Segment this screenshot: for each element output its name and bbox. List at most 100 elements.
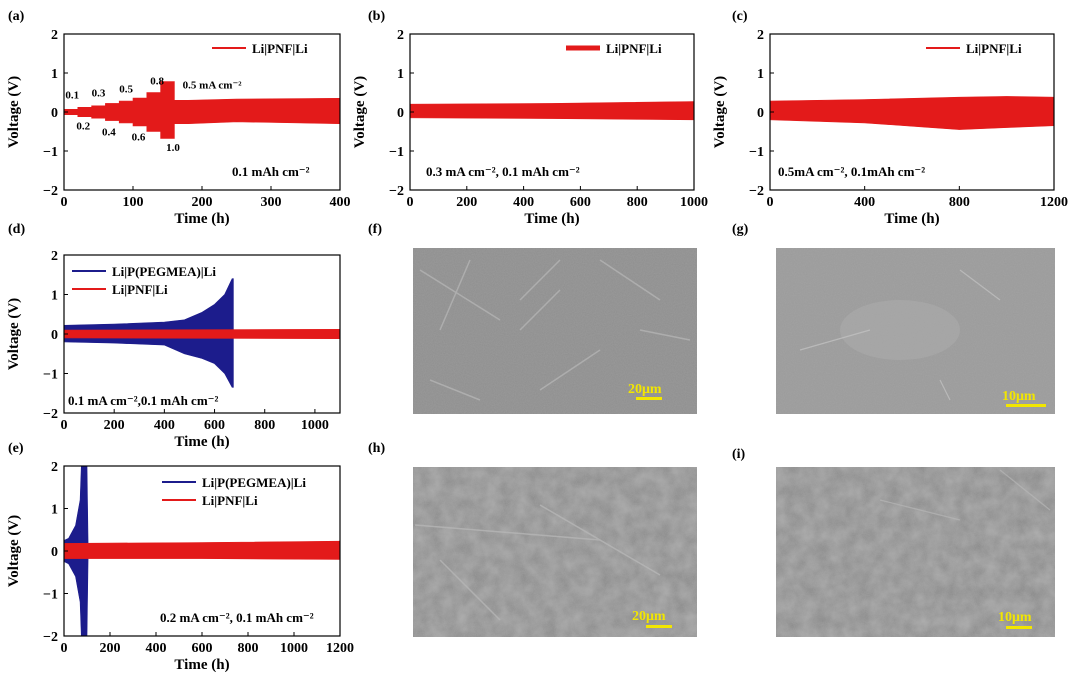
x-axis-label-b: Time (h) [524, 211, 579, 227]
x-tick-label-b-0: 0 [407, 195, 414, 210]
panel-label-e: (e) [8, 441, 24, 456]
y-axis-label-e: Voltage (V) [6, 515, 22, 587]
x-axis-label-a: Time (h) [174, 211, 229, 227]
x-tick-label-a-4: 400 [330, 195, 351, 210]
series-a-0 [64, 81, 340, 139]
x-tick-label-b-1: 200 [456, 195, 477, 210]
sem-highlight-g [840, 300, 960, 360]
x-tick-label-c-0: 0 [767, 195, 774, 210]
x-tick-label-c-2: 800 [949, 195, 970, 210]
sem-panel-f: (f) 20μm [368, 222, 697, 414]
scale-bar-label-i: 10μm [998, 610, 1032, 625]
x-tick-label-e-0: 0 [61, 641, 68, 656]
series-d-1 [64, 328, 340, 340]
panel-label-b: (b) [368, 9, 385, 24]
sem-panel-i: (i) 10μm [732, 447, 1055, 637]
y-tick-label-d-3: 1 [51, 289, 58, 304]
sem-texture-g [776, 248, 1055, 414]
condition-label-d: 0.1 mA cm⁻²,0.1 mAh cm⁻² [68, 393, 219, 408]
panel-label-c: (c) [732, 9, 748, 24]
y-tick-label-b-0: −2 [389, 184, 404, 199]
y-axis-label-c: Voltage (V) [712, 76, 728, 148]
scale-bar-f [636, 397, 662, 400]
x-tick-label-d-3: 600 [204, 418, 225, 433]
x-tick-label-a-0: 0 [61, 195, 68, 210]
chart-panel-c: (c) 0 400 800 1200 −2 −1 0 1 2 Time (h) Voltage (V)… [712, 9, 1068, 227]
condition-label-b: 0.3 mA cm⁻², 0.1 mAh cm⁻² [426, 164, 580, 179]
y-axis-label-a: Voltage (V) [6, 76, 22, 148]
x-tick-label-b-2: 400 [513, 195, 534, 210]
y-tick-label-a-2: 0 [51, 106, 58, 121]
annotation-a-8: 1.0 [166, 142, 180, 154]
y-tick-label-a-1: −1 [43, 145, 58, 160]
y-tick-label-b-4: 2 [397, 28, 404, 43]
x-tick-label-d-1: 200 [104, 418, 125, 433]
y-tick-label-e-4: 2 [51, 460, 58, 475]
panel-label-d: (d) [8, 222, 25, 237]
y-tick-label-a-3: 1 [51, 67, 58, 82]
x-tick-label-b-3: 600 [570, 195, 591, 210]
chart-panel-e: (e) 0 200 400 600 800 1000 1200 −2 −1 0 1 2 Time (h) V… [6, 441, 354, 673]
legend-label-b-0: Li|PNF|Li [606, 41, 662, 56]
series-c-0 [770, 96, 1054, 130]
y-tick-label-c-4: 2 [757, 28, 764, 43]
x-axis-label-e: Time (h) [174, 657, 229, 673]
annotation-a-4: 0.5 mA cm⁻² [183, 80, 243, 92]
scale-bar-label-f: 20μm [628, 382, 662, 397]
y-tick-label-e-0: −2 [43, 630, 58, 645]
x-tick-label-b-5: 1000 [680, 195, 708, 210]
sem-texture-i [776, 467, 1055, 637]
series-group-a [64, 81, 340, 139]
x-tick-label-a-1: 100 [123, 195, 144, 210]
sem-fibers-h [414, 504, 661, 621]
y-tick-label-c-0: −2 [749, 184, 764, 199]
sem-panel-h: (h) 20μm [368, 441, 697, 637]
y-tick-label-b-2: 0 [397, 106, 404, 121]
legend-label-e-0: Li|P(PEGMEA)|Li [202, 475, 306, 490]
x-tick-label-d-2: 400 [154, 418, 175, 433]
legend-label-a-0: Li|PNF|Li [252, 41, 308, 56]
sem-texture-f [413, 248, 697, 414]
x-tick-label-d-4: 800 [254, 418, 275, 433]
x-tick-label-a-3: 300 [261, 195, 282, 210]
series-e-1 [64, 540, 340, 560]
sem-fibers-i [879, 469, 1051, 521]
x-tick-label-c-1: 400 [854, 195, 875, 210]
panel-label-f: (f) [368, 222, 382, 237]
y-tick-label-b-3: 1 [397, 67, 404, 82]
series-group-c [770, 96, 1054, 130]
panel-label-h: (h) [368, 441, 385, 456]
annotation-a-0: 0.1 [65, 89, 79, 101]
condition-label-a: 0.1 mAh cm⁻² [232, 164, 310, 179]
condition-label-c: 0.5mA cm⁻², 0.1mAh cm⁻² [778, 164, 925, 179]
y-tick-label-d-2: 0 [51, 328, 58, 343]
sem-panel-g: (g) 10μm [732, 222, 1055, 414]
annotation-a-5: 0.2 [76, 121, 90, 133]
x-tick-label-e-5: 1000 [280, 641, 308, 656]
scale-bar-label-g: 10μm [1002, 389, 1036, 404]
annotation-a-2: 0.5 [119, 84, 133, 96]
y-tick-label-d-4: 2 [51, 249, 58, 264]
series-group-b [410, 101, 694, 121]
sem-texture-h [413, 467, 697, 637]
legend-label-c-0: Li|PNF|Li [966, 41, 1022, 56]
x-axis-label-d: Time (h) [174, 434, 229, 450]
x-tick-label-e-4: 800 [238, 641, 259, 656]
series-b-0 [410, 101, 694, 121]
y-tick-label-e-1: −1 [43, 588, 58, 603]
y-tick-label-c-1: −1 [749, 145, 764, 160]
x-tick-label-c-3: 1200 [1040, 195, 1068, 210]
y-tick-label-e-3: 1 [51, 503, 58, 518]
x-tick-label-a-2: 200 [192, 195, 213, 210]
y-axis-label-d: Voltage (V) [6, 298, 22, 370]
x-tick-label-e-3: 600 [192, 641, 213, 656]
x-tick-label-e-2: 400 [146, 641, 167, 656]
chart-panel-a: (a) 0 100 200 300 400 −2 −1 0 1 2 Time (h) Voltage (… [6, 9, 351, 227]
legend-label-e-1: Li|PNF|Li [202, 493, 258, 508]
y-tick-label-a-4: 2 [51, 28, 58, 43]
y-tick-label-c-2: 0 [757, 106, 764, 121]
x-tick-label-e-1: 200 [100, 641, 121, 656]
y-tick-label-d-1: −1 [43, 368, 58, 383]
scale-bar-g [1006, 404, 1046, 407]
